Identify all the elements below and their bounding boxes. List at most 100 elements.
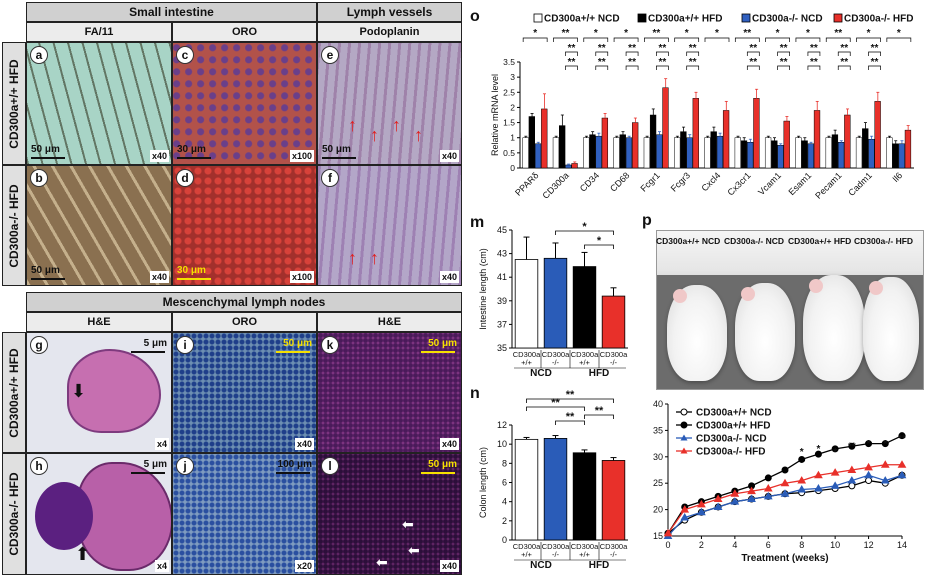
sig-bracket [555, 420, 585, 425]
legend-marker [680, 434, 688, 441]
bar [543, 257, 568, 349]
sig-bracket [656, 65, 669, 70]
bar-Fcgr1-1 [649, 114, 657, 169]
point [897, 460, 907, 468]
sig-marker: ** [551, 397, 560, 409]
row-label-ko-hfd: CD300a-/- HFD [2, 165, 26, 286]
bar-Il6-2 [898, 143, 905, 169]
bar-Pecam1-2 [837, 142, 845, 169]
sig-marker: ** [652, 28, 660, 39]
group-label: NCD [530, 368, 552, 379]
y-tick-label: 0 [502, 535, 507, 545]
sig-bracket [777, 65, 790, 70]
bar-Il6-0 [886, 137, 893, 169]
sig-bracket [625, 51, 639, 56]
bar-Vcam1-1 [771, 140, 778, 169]
bar-PPARδ-2 [534, 143, 542, 169]
sig-bracket [777, 51, 790, 56]
bar [572, 452, 597, 541]
sig-bracket [584, 414, 614, 419]
micrograph-a: a x40 50 μm [26, 42, 172, 165]
x-tick-label: 0 [665, 540, 670, 550]
point [830, 468, 840, 476]
sig-marker: ** [568, 43, 576, 54]
micrograph-g: ⬇ g x4 5 μm [26, 332, 172, 453]
sig-marker: * [867, 439, 871, 450]
bar-Cadm1-1 [862, 128, 869, 169]
sig-bracket [686, 65, 700, 70]
bar-PPARδ-0 [522, 137, 529, 169]
header-small-intestine: Small intestine [26, 2, 317, 22]
x-tick-label: CD300a [600, 350, 628, 359]
sig-bracket [613, 37, 639, 42]
micrograph-texture [173, 454, 316, 574]
bar-Cx3cr1-0 [734, 137, 741, 169]
y-tick-label: 2 [502, 516, 507, 526]
mouse-photo-4 [863, 277, 919, 381]
sig-bracket [886, 37, 912, 42]
point [814, 470, 823, 479]
magnification-label: x100 [289, 150, 314, 162]
sig-bracket [825, 37, 851, 42]
bar-Il6-3 [904, 129, 912, 169]
y-axis-label: Body weight (g) [648, 433, 649, 508]
sig-marker: * [582, 221, 587, 233]
x-tick-label: PPARδ [513, 170, 540, 197]
micrograph-e: ↑ ↑ ↑ ↑ e x40 50 μm [317, 42, 462, 165]
legend-swatch [533, 13, 543, 23]
mouse-ear [741, 287, 755, 301]
col-header-fa11: FA/11 [26, 22, 172, 42]
bar-Esam1-2 [807, 143, 814, 169]
bar-CD34-3 [601, 117, 609, 169]
bar-Il6-1 [892, 143, 899, 169]
sig-bracket [868, 51, 881, 56]
scale-bar-label: 5 μm [143, 459, 167, 470]
x-tick-label: CD300a [542, 350, 570, 359]
magnification-label: x40 [149, 271, 169, 283]
panel-p-letter: p [642, 212, 652, 229]
magnification-label: x4 [154, 560, 169, 572]
x-tick-label: CD34 [578, 170, 601, 193]
point [798, 455, 806, 463]
panel-letter-i: i [176, 336, 194, 354]
bar-Esam1-1 [801, 140, 808, 169]
arrow-icon: ⬇ [71, 381, 87, 401]
y-tick-label: 0 [510, 163, 515, 173]
sig-bracket [704, 37, 730, 42]
y-tick-label: 40 [653, 399, 663, 409]
sig-bracket [674, 37, 700, 42]
legend-label: CD300a-/- NCD [696, 434, 767, 445]
sig-bracket [583, 37, 609, 42]
white-arrow-icon: ⬅ [408, 542, 420, 558]
bar-Pecam1-1 [831, 134, 839, 169]
micrograph-i: i x40 50 μm [172, 332, 317, 453]
bar-Vcam1-3 [783, 120, 790, 169]
bar-Cxcl4-0 [704, 137, 711, 169]
x-tick-label: 6 [766, 540, 771, 550]
point [847, 476, 857, 484]
bar-Fcgr1-2 [656, 134, 663, 169]
bar-CD300a-2 [565, 164, 572, 169]
sig-marker: * [597, 235, 602, 247]
point [663, 528, 673, 537]
bar-Pecam1-0 [825, 137, 832, 169]
scale-bar [177, 157, 211, 159]
x-tick-label: 4 [732, 540, 737, 550]
panel-letter-g: g [30, 336, 48, 354]
sig-bracket [807, 65, 821, 70]
bar-Cadm1-2 [868, 138, 875, 169]
scale-bar-label: 100 μm [277, 459, 312, 470]
bar-Cxcl4-1 [710, 131, 717, 169]
legend-label: CD300a-/- HFD [844, 14, 913, 25]
bar [543, 438, 568, 541]
point [848, 482, 856, 490]
legend-label: CD300a+/+ NCD [544, 14, 620, 25]
row-label-ko-hfd-2: CD300a-/- HFD [2, 453, 26, 575]
panel-letter-a: a [30, 46, 48, 64]
scale-bar-label: 50 μm [31, 265, 60, 276]
sig-bracket [553, 37, 578, 42]
sig-marker: ** [749, 43, 757, 54]
arrow-icon: ⬆ [75, 544, 91, 564]
point [763, 491, 773, 500]
scale-bar-label: 50 μm [428, 338, 457, 349]
